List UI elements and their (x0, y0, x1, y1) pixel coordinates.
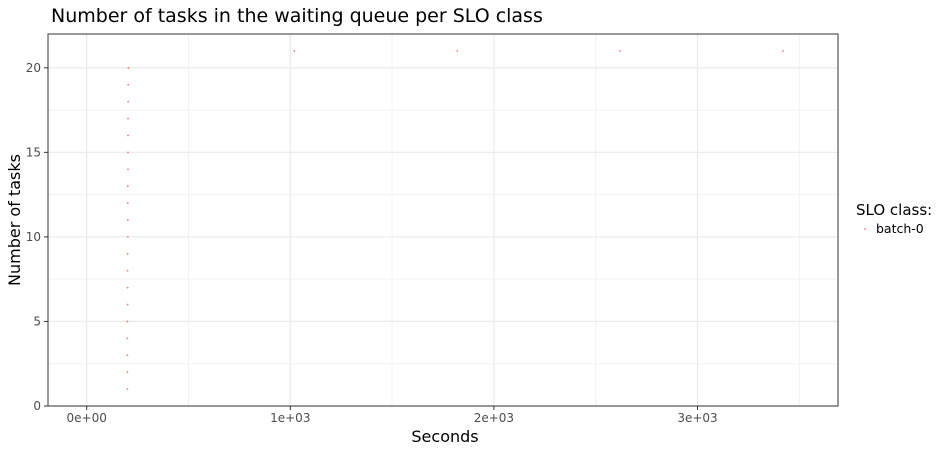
y-tick-label: 10 (26, 230, 41, 244)
x-axis-title: Seconds (411, 427, 478, 446)
y-tick-label: 15 (26, 145, 41, 159)
x-tick-label: 0e+00 (67, 411, 107, 425)
data-point (126, 185, 129, 188)
x-tick-label: 2e+03 (474, 411, 514, 425)
data-point (782, 50, 784, 52)
data-point (126, 320, 129, 323)
x-tick-label: 3e+03 (677, 411, 717, 425)
data-point (126, 236, 129, 238)
data-points (126, 50, 784, 390)
data-point (126, 202, 129, 204)
data-point (126, 269, 129, 272)
data-point (293, 50, 296, 52)
y-tick-label: 0 (33, 399, 41, 413)
x-axis-ticks: 0e+00 1e+03 2e+03 3e+03 (67, 406, 718, 425)
data-point (126, 337, 129, 340)
data-point (126, 286, 129, 289)
legend: SLO class: batch-0 (856, 201, 932, 236)
y-tick-label: 20 (26, 61, 41, 75)
data-point (126, 252, 129, 255)
data-point (456, 50, 459, 52)
grid-minor (48, 34, 838, 406)
plot-background (48, 34, 838, 406)
data-point (126, 354, 129, 357)
plot-panel (47, 33, 839, 407)
legend-key-batch-0 (864, 228, 866, 230)
plot-border (47, 33, 839, 407)
chart-title: Number of tasks in the waiting queue per… (51, 5, 543, 27)
data-point (126, 303, 129, 306)
y-tick-label: 5 (33, 314, 41, 328)
data-point (127, 168, 129, 171)
data-point (127, 151, 129, 154)
y-axis-ticks: 0 5 10 15 20 (26, 61, 48, 413)
legend-label-batch-0: batch-0 (876, 221, 924, 236)
y-axis-title: Number of tasks (5, 154, 24, 286)
data-point (126, 219, 129, 221)
data-point (127, 134, 129, 137)
data-point (127, 83, 130, 86)
data-point (126, 388, 129, 390)
legend-title: SLO class: (856, 201, 932, 219)
data-point (126, 371, 129, 374)
data-point (127, 117, 129, 120)
data-point (619, 50, 622, 52)
data-point (127, 66, 130, 69)
data-point (127, 100, 130, 103)
x-tick-label: 1e+03 (270, 411, 310, 425)
